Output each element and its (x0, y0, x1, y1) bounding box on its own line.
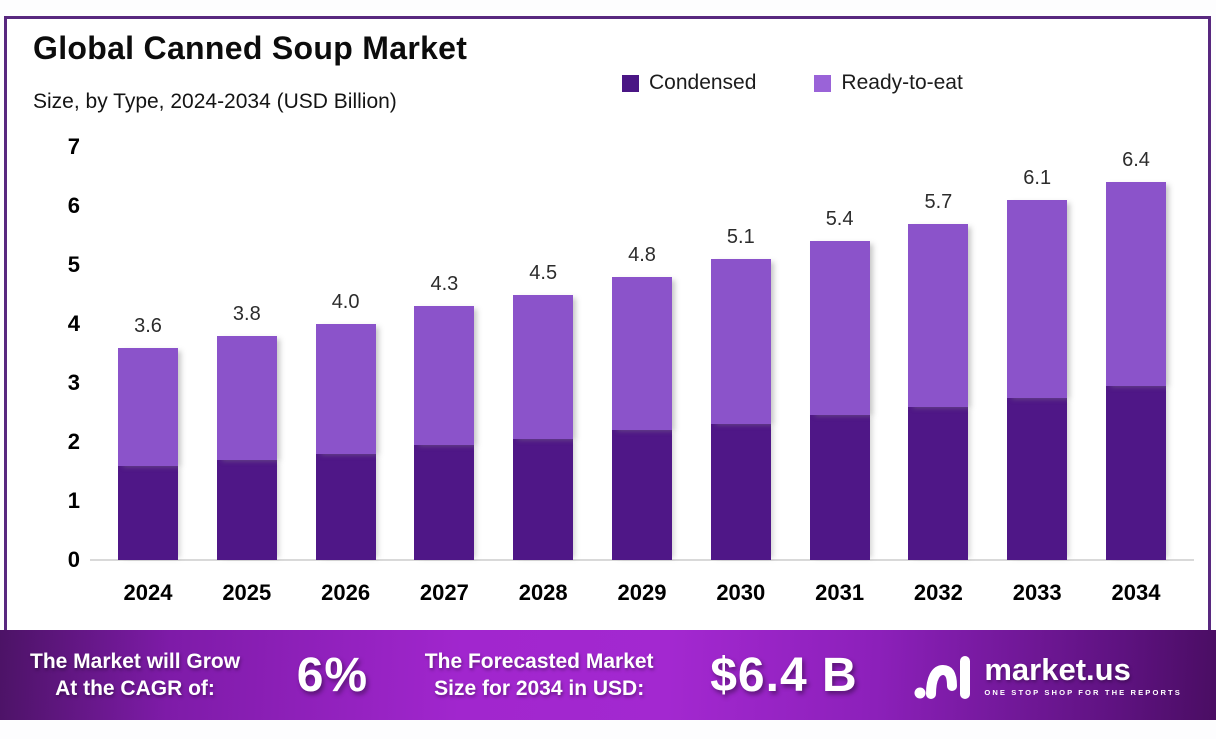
brand-name: market.us (984, 651, 1131, 687)
legend-swatch-condensed (622, 74, 639, 92)
forecast-caption: The Forecasted Market Size for 2034 in U… (425, 648, 654, 703)
market-us-logo-icon (914, 656, 971, 699)
legend-item-condensed: Condensed (622, 71, 756, 95)
cagr-caption: The Market will Grow At the CAGR of: (30, 648, 240, 703)
legend-label-condensed: Condensed (649, 71, 757, 94)
legend-label-ready-to-eat: Ready-to-eat (841, 71, 963, 94)
chart-frame (4, 16, 1211, 680)
cagr-caption-line1: The Market will Grow (30, 649, 241, 673)
forecast-caption-line2: Size for 2034 in USD: (434, 677, 645, 700)
brand-logo: market.us ONE STOP SHOP FOR THE REPORTS (914, 648, 1182, 702)
brand-tagline: ONE STOP SHOP FOR THE REPORTS (984, 687, 1182, 697)
page-title: Global Canned Soup Market (33, 30, 468, 66)
cagr-caption-line2: At the CAGR of: (55, 677, 215, 700)
legend: Condensed Ready-to-eat (622, 71, 963, 95)
page-subtitle: Size, by Type, 2024-2034 (USD Billion) (33, 90, 397, 113)
legend-item-ready-to-eat: Ready-to-eat (814, 71, 963, 95)
cagr-value: 6% (296, 648, 369, 702)
legend-swatch-ready-to-eat (814, 74, 832, 92)
forecast-caption-line1: The Forecasted Market (424, 649, 654, 673)
footer-banner: The Market will Grow At the CAGR of: 6% … (0, 630, 1216, 720)
forecast-value: $6.4 B (710, 648, 858, 702)
